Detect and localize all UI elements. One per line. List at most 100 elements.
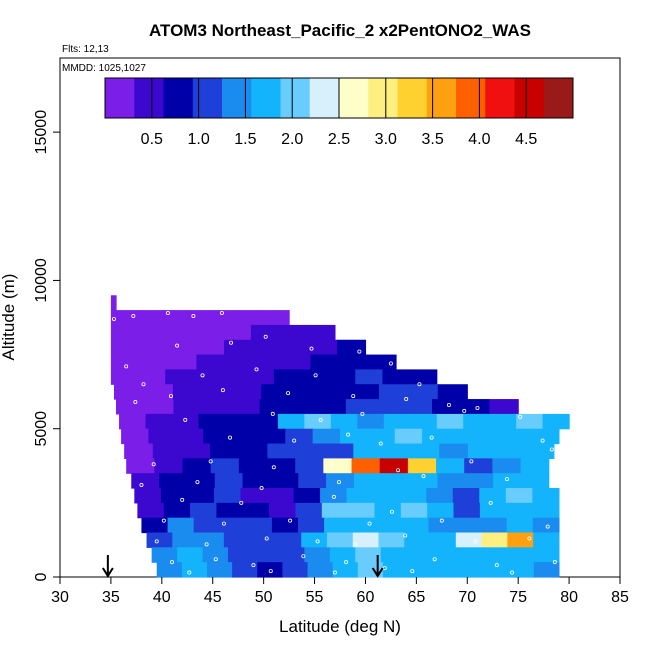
heatmap-cell — [480, 517, 508, 534]
chart-title: ATOM3 Northeast_Pacific_2 x2PentONO2_WAS — [149, 21, 531, 40]
colorbar-swatch — [375, 78, 384, 118]
colorbar-swatch — [170, 78, 179, 118]
colorbar-swatch — [412, 78, 420, 118]
heatmap-cell — [138, 369, 166, 385]
heatmap-cell — [230, 399, 261, 415]
sample-point — [111, 316, 116, 321]
colorbar-swatch — [551, 78, 559, 118]
sample-point — [133, 400, 138, 405]
heatmap-cell — [224, 413, 253, 430]
heatmap-cell — [110, 295, 117, 311]
heatmap-cell — [298, 473, 327, 489]
heatmap-cell — [166, 324, 196, 341]
heatmap-cell — [326, 532, 354, 548]
heatmap-cell — [288, 399, 318, 415]
heatmap-cell — [228, 547, 255, 563]
colorbar-swatch — [529, 78, 537, 118]
heatmap-cell — [374, 502, 402, 519]
sample-point — [540, 438, 545, 443]
heatmap-cell — [110, 354, 141, 370]
heatmap-cell — [194, 324, 224, 341]
heatmap-cell — [167, 354, 198, 370]
sample-point — [469, 459, 474, 464]
heatmap-cell — [293, 488, 321, 504]
colorbar-swatch — [346, 78, 355, 118]
sample-point — [475, 405, 480, 410]
heatmap-cell — [504, 428, 533, 445]
sample-point — [183, 417, 188, 422]
x-tick-label: 60 — [357, 589, 375, 606]
colorbar-swatch — [119, 78, 128, 118]
sample-point — [351, 394, 356, 399]
heatmap-cell — [146, 532, 173, 548]
heatmap-cell — [436, 458, 465, 474]
heatmap-cell — [181, 443, 211, 459]
heatmap-cell — [533, 547, 560, 563]
dates-label: MMDD: 1025,1027 — [62, 63, 146, 74]
sample-point — [429, 435, 434, 440]
heatmap-cell — [238, 310, 265, 326]
heatmap-cell — [263, 310, 290, 326]
heatmap-cell — [295, 458, 324, 474]
heatmap-cell — [330, 413, 358, 430]
sample-point — [228, 435, 233, 440]
heatmap-cell — [219, 369, 248, 385]
heatmap-cell — [406, 547, 433, 563]
sample-point — [286, 391, 291, 396]
colorbar-swatch — [324, 78, 333, 118]
heatmap-cell — [404, 532, 431, 548]
heatmap-cell — [439, 443, 469, 459]
sample-point — [315, 539, 320, 544]
colorbar-tick-label: 1.0 — [187, 131, 209, 148]
sample-point — [309, 346, 314, 351]
colorbar-swatch — [426, 78, 435, 118]
colorbar-tick-label: 1.5 — [234, 131, 256, 148]
colorbar-swatch — [178, 78, 186, 118]
colorbar-swatch — [382, 78, 391, 118]
sample-point — [313, 373, 318, 378]
colorbar-swatch — [368, 78, 377, 118]
heatmap-cell — [507, 532, 534, 548]
sample-point — [331, 494, 336, 499]
heatmap-cell — [505, 488, 533, 504]
heatmap-cell — [152, 443, 183, 459]
y-axis-label: Altitude (m) — [0, 274, 18, 361]
heatmap-cell — [224, 354, 255, 370]
heatmap-cell — [278, 324, 308, 341]
heatmap-cell — [290, 384, 321, 400]
colorbar-swatch — [222, 78, 230, 118]
heatmap-cell — [525, 443, 555, 459]
heatmap-cell — [163, 502, 191, 519]
heatmap-cell — [433, 562, 459, 578]
heatmap-cell — [159, 473, 188, 489]
heatmap-cell — [172, 532, 199, 548]
colorbar-swatch — [441, 78, 450, 118]
y-tick-label: 0 — [33, 572, 50, 581]
sample-point — [549, 447, 554, 452]
sample-point — [417, 382, 422, 387]
heatmap-cell — [408, 562, 434, 578]
arrow-marker-head — [371, 567, 384, 578]
heatmap-cell — [349, 384, 380, 400]
colorbar-swatch — [141, 78, 150, 118]
heatmap-cell — [324, 517, 351, 534]
sample-point — [220, 388, 225, 393]
x-tick-label: 55 — [306, 589, 324, 606]
heatmap-cell — [449, 428, 478, 445]
heatmap-cell — [269, 502, 297, 519]
sample-point — [439, 518, 444, 523]
colorbar-swatch — [353, 78, 362, 118]
heatmap-cell — [323, 458, 353, 474]
colorbar-swatch — [485, 78, 494, 118]
colorbar-swatch — [207, 78, 216, 118]
heatmap-cell — [481, 532, 508, 548]
colorbar-swatch — [309, 78, 318, 118]
heatmap-cell — [483, 562, 510, 578]
colorbar-swatch — [339, 78, 347, 118]
heatmap-cell — [242, 473, 272, 489]
heatmap-cell — [520, 473, 550, 489]
heatmap-cell — [110, 339, 140, 356]
sample-point — [494, 563, 499, 568]
heatmap-cell — [167, 517, 195, 534]
colorbar-swatch — [185, 78, 194, 118]
